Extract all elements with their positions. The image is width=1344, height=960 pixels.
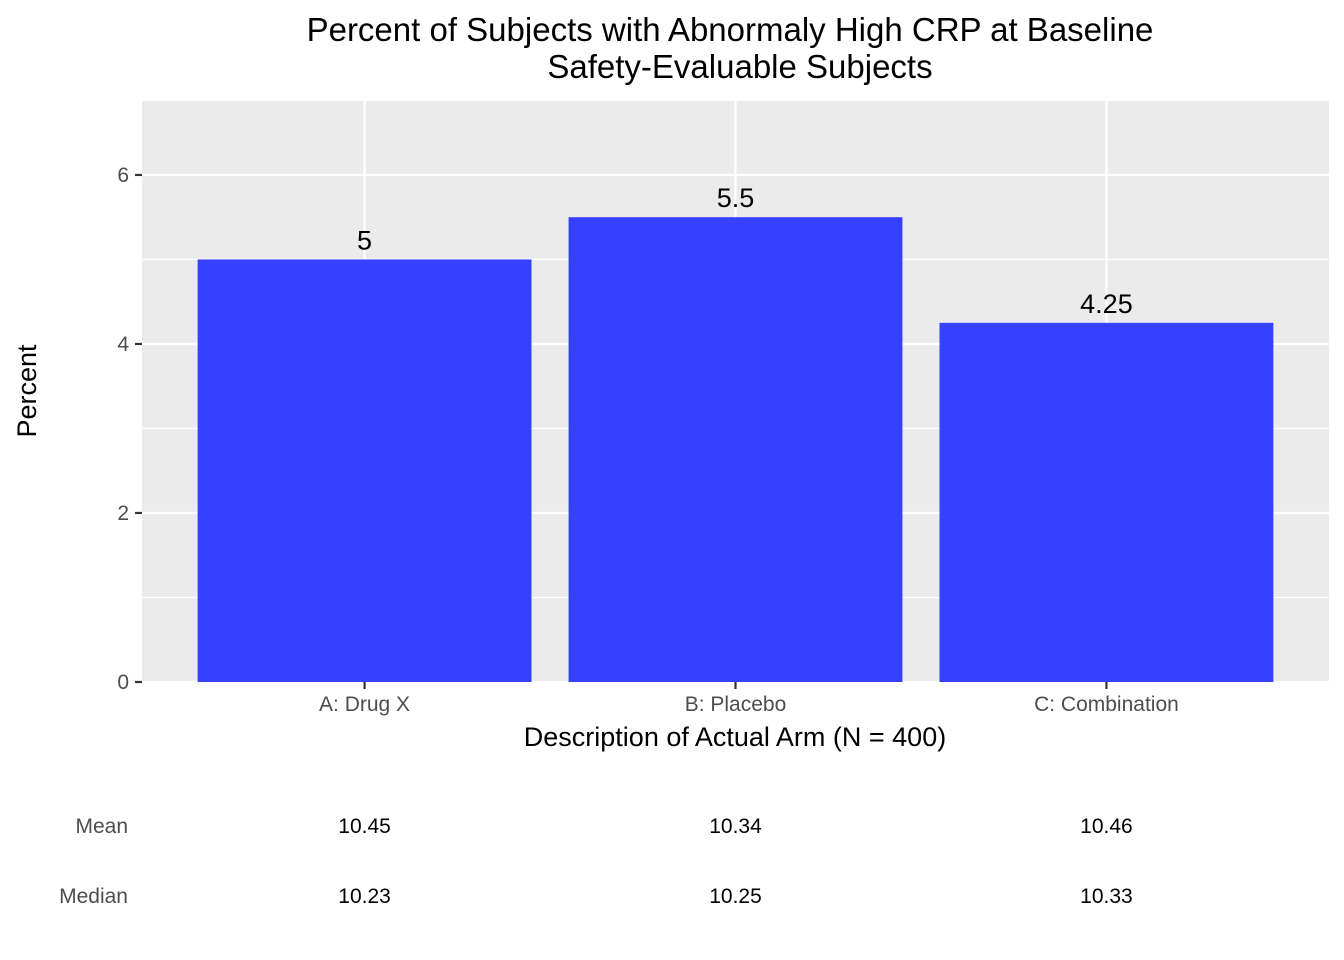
table-cell: 10.45 — [338, 815, 391, 838]
table-cell: 10.33 — [1080, 885, 1133, 908]
table-row-label: Mean — [75, 815, 128, 838]
bar — [197, 259, 532, 682]
bar-value-label: 4.25 — [1080, 289, 1133, 319]
data-label-layer: 5 5.5 4.25 — [357, 183, 1133, 319]
bar — [939, 322, 1274, 682]
bar-value-label: 5.5 — [717, 183, 755, 213]
table-cell: 10.25 — [709, 885, 762, 908]
y-axis-title: Percent — [12, 344, 42, 438]
bar-value-label: 5 — [357, 225, 372, 255]
summary-table: Mean 10.45 10.34 10.46 Median 10.23 10.25 10.33 — [59, 815, 1133, 908]
table-row-label: Median — [59, 885, 128, 908]
y-tick-label: 0 — [117, 671, 129, 694]
x-tick-label: C: Combination — [1034, 693, 1179, 716]
x-axis-title: Description of Actual Arm (N = 400) — [524, 722, 946, 752]
table-cell: 10.23 — [338, 885, 391, 908]
chart-subtitle: Safety-Evaluable Subjects — [547, 48, 932, 85]
bar-layer — [197, 217, 1274, 682]
y-tick-label: 2 — [117, 502, 129, 525]
y-tick-label: 6 — [117, 164, 129, 187]
axis-layer: 0 2 4 6 A: Drug X B: Placebo C: Combination — [117, 164, 1178, 716]
chart-title: Percent of Subjects with Abnormaly High … — [307, 11, 1154, 48]
bar — [568, 217, 903, 682]
y-tick-label: 4 — [117, 333, 129, 356]
table-cell: 10.34 — [709, 815, 762, 838]
table-cell: 10.46 — [1080, 815, 1133, 838]
x-tick-label: B: Placebo — [685, 693, 787, 716]
x-tick-label: A: Drug X — [319, 693, 410, 716]
